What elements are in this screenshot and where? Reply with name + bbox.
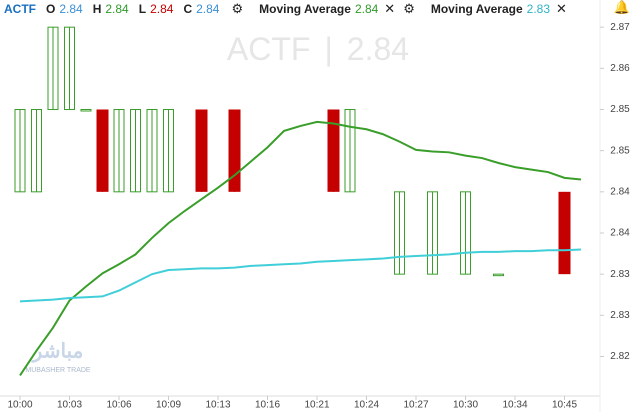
legend-value: 2.83: [526, 2, 551, 16]
candle-body: [327, 109, 340, 192]
y-tick-label: 2.83: [610, 269, 630, 280]
logo-arabic: مباشر: [31, 340, 84, 363]
candle-body: [96, 109, 109, 192]
y-tick-label: 2.85: [610, 145, 630, 156]
x-tick-label: 10:03: [57, 400, 82, 411]
high-value: 2.84: [105, 2, 129, 16]
settings-icon[interactable]: ⚙: [231, 1, 244, 16]
candle-body: [14, 108, 26, 193]
x-tick-label: 10:06: [106, 400, 131, 411]
open-value: 2.84: [59, 2, 83, 16]
candle-body: [31, 108, 42, 193]
logo-latin: MUBASHER TRADE: [25, 367, 91, 374]
candle-body: [228, 109, 241, 192]
candle-body: [130, 108, 141, 193]
watermark-symbol: ACTF: [227, 31, 311, 67]
y-tick-label: 2.84: [610, 228, 630, 239]
watermark-separator: |: [324, 31, 332, 67]
x-tick-label: 10:30: [453, 400, 478, 411]
candle-body: [80, 108, 92, 112]
open-label: O: [46, 2, 56, 16]
candle-body: [493, 273, 504, 277]
y-tick-label: 2.84: [610, 186, 630, 197]
header: ACTF O 2.84 H 2.84 L 2.84 C 2.84 ⚙ Moving Av…: [4, 1, 569, 17]
moving-average-line: [19, 120, 582, 376]
candle-body: [344, 108, 356, 193]
y-tick-label: 2.83: [610, 310, 630, 321]
low-label: L: [138, 2, 147, 16]
settings-icon[interactable]: ⚙: [403, 1, 415, 16]
close-icon[interactable]: ✕: [384, 1, 396, 16]
legend-name: Moving Average: [259, 2, 351, 16]
candle-body: [460, 191, 471, 275]
x-tick-label: 10:16: [255, 400, 280, 411]
y-tick-label: 2.87: [610, 22, 630, 33]
y-tick-label: 2.82: [610, 351, 630, 362]
close-value: 2.84: [196, 2, 220, 16]
low-value: 2.84: [150, 2, 174, 16]
legend-name: Moving Average: [430, 2, 523, 16]
candle-body: [394, 191, 405, 275]
candle-body: [64, 26, 75, 110]
close-label: C: [183, 2, 193, 16]
symbol: ACTF: [4, 2, 36, 16]
candle-body: [47, 26, 59, 110]
x-tick-label: 10:00: [7, 400, 32, 411]
candle-body: [427, 191, 438, 275]
x-tick-label: 10:27: [403, 400, 428, 411]
candle-body: [558, 191, 571, 275]
candle-body: [163, 108, 174, 193]
close-icon[interactable]: ✕: [556, 1, 567, 16]
x-tick-label: 10:34: [502, 400, 527, 411]
x-tick-label: 10:24: [354, 400, 379, 411]
moving-average-line: [19, 248, 582, 303]
x-tick-label: 10:45: [552, 400, 577, 411]
watermark: ACTF | 2.84: [227, 31, 409, 67]
candle-body: [113, 108, 125, 193]
x-tick-label: 10:13: [205, 400, 230, 411]
watermark-price: 2.84: [347, 31, 409, 67]
candle-body: [195, 109, 208, 192]
y-tick-label: 2.85: [610, 104, 630, 115]
y-tick-label: 2.86: [610, 63, 630, 74]
x-tick-label: 10:21: [304, 400, 329, 411]
high-label: H: [92, 2, 102, 16]
x-tick-label: 10:09: [156, 400, 181, 411]
alert-icon[interactable]: 🔔: [614, 0, 630, 14]
candle-body: [146, 108, 158, 193]
legend-value: 2.84: [354, 2, 379, 16]
